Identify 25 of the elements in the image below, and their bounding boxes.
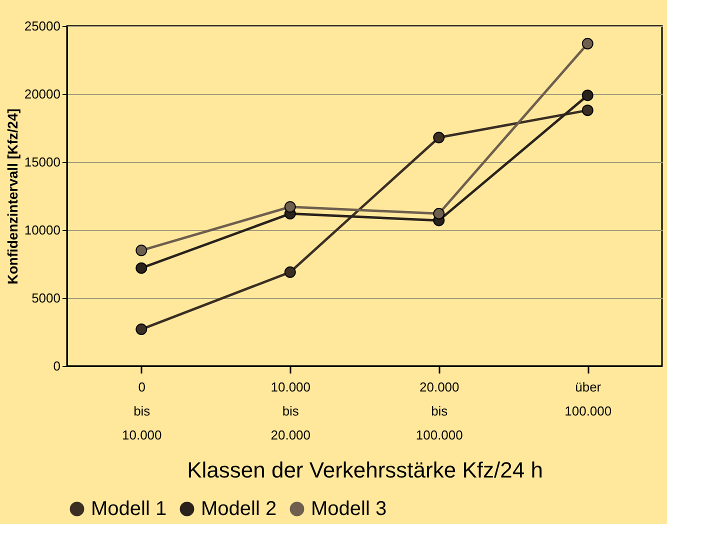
x-tick-label: 0 bis 10.000 bbox=[122, 380, 162, 442]
legend-label: Modell 2 bbox=[201, 498, 277, 520]
point bbox=[582, 90, 594, 102]
legend-label: Modell 3 bbox=[311, 498, 387, 520]
y-tick-label: 10000 bbox=[24, 222, 60, 238]
point bbox=[582, 38, 594, 50]
y-axis-title: Konfidenzintervall [Kfz/24] bbox=[4, 108, 20, 284]
point bbox=[284, 201, 296, 213]
y-tick-label: 5000 bbox=[32, 290, 60, 306]
y-tick-label: 20000 bbox=[24, 86, 60, 102]
x-axis-title: Klassen der Verkehrsstärke Kfz/24 h bbox=[187, 458, 543, 482]
point bbox=[136, 262, 148, 274]
y-tick-label: 0 bbox=[53, 358, 60, 374]
y-tick-label: 25000 bbox=[24, 18, 60, 34]
point bbox=[136, 324, 148, 336]
point bbox=[433, 132, 445, 144]
point bbox=[433, 208, 445, 220]
point bbox=[136, 244, 148, 256]
point bbox=[284, 266, 296, 278]
y-tick-label: 15000 bbox=[24, 154, 60, 170]
legend-label: Modell 1 bbox=[91, 498, 167, 520]
x-tick-label: 20.000 bis 100.000 bbox=[416, 380, 463, 442]
x-tick-label: über 100.000 bbox=[564, 380, 612, 418]
x-tick-label: 10.000 bis 20.000 bbox=[270, 380, 311, 442]
point bbox=[582, 104, 594, 116]
